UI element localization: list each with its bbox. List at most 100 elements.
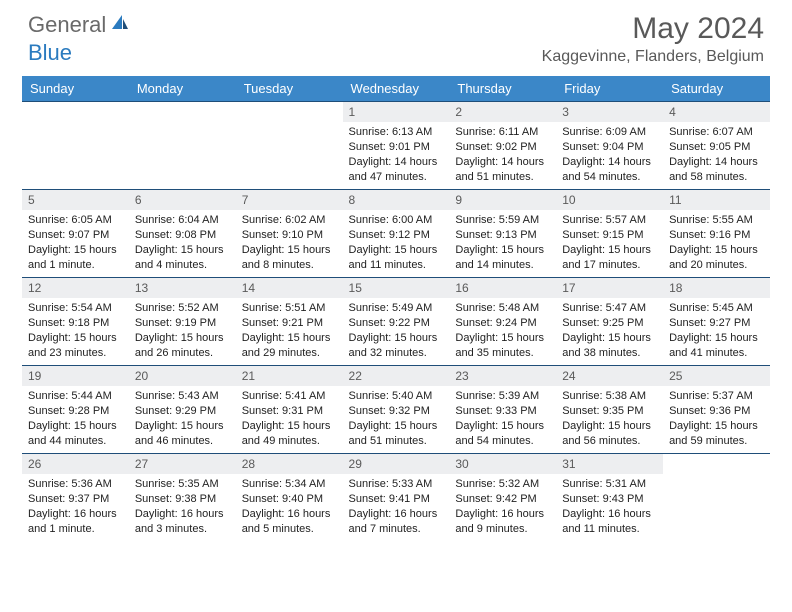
calendar-cell: 11Sunrise: 5:55 AMSunset: 9:16 PMDayligh…	[663, 190, 770, 278]
day-number: 18	[663, 278, 770, 298]
day-number: 25	[663, 366, 770, 386]
calendar-row: 12Sunrise: 5:54 AMSunset: 9:18 PMDayligh…	[22, 278, 770, 366]
day-number: 28	[236, 454, 343, 474]
calendar-container: SundayMondayTuesdayWednesdayThursdayFrid…	[0, 70, 792, 542]
day-details: Sunrise: 5:54 AMSunset: 9:18 PMDaylight:…	[22, 298, 129, 364]
day-details: Sunrise: 6:02 AMSunset: 9:10 PMDaylight:…	[236, 210, 343, 276]
day-details: Sunrise: 6:13 AMSunset: 9:01 PMDaylight:…	[343, 122, 450, 188]
calendar-cell: 10Sunrise: 5:57 AMSunset: 9:15 PMDayligh…	[556, 190, 663, 278]
calendar-cell: 16Sunrise: 5:48 AMSunset: 9:24 PMDayligh…	[449, 278, 556, 366]
day-number: 17	[556, 278, 663, 298]
calendar-row: 5Sunrise: 6:05 AMSunset: 9:07 PMDaylight…	[22, 190, 770, 278]
calendar-cell: 19Sunrise: 5:44 AMSunset: 9:28 PMDayligh…	[22, 366, 129, 454]
day-details: Sunrise: 5:35 AMSunset: 9:38 PMDaylight:…	[129, 474, 236, 540]
day-details: Sunrise: 5:44 AMSunset: 9:28 PMDaylight:…	[22, 386, 129, 452]
day-number: 4	[663, 102, 770, 122]
calendar-cell: 8Sunrise: 6:00 AMSunset: 9:12 PMDaylight…	[343, 190, 450, 278]
day-number: 10	[556, 190, 663, 210]
calendar-cell: 3Sunrise: 6:09 AMSunset: 9:04 PMDaylight…	[556, 102, 663, 190]
day-number: 14	[236, 278, 343, 298]
calendar-cell: 14Sunrise: 5:51 AMSunset: 9:21 PMDayligh…	[236, 278, 343, 366]
day-number: 13	[129, 278, 236, 298]
calendar-head: SundayMondayTuesdayWednesdayThursdayFrid…	[22, 76, 770, 102]
day-number: 27	[129, 454, 236, 474]
logo: General	[28, 12, 132, 38]
day-details: Sunrise: 5:38 AMSunset: 9:35 PMDaylight:…	[556, 386, 663, 452]
day-number: 8	[343, 190, 450, 210]
day-details: Sunrise: 5:33 AMSunset: 9:41 PMDaylight:…	[343, 474, 450, 540]
day-details: Sunrise: 5:40 AMSunset: 9:32 PMDaylight:…	[343, 386, 450, 452]
day-details: Sunrise: 5:41 AMSunset: 9:31 PMDaylight:…	[236, 386, 343, 452]
logo-text-general: General	[28, 12, 106, 38]
calendar-cell: 27Sunrise: 5:35 AMSunset: 9:38 PMDayligh…	[129, 454, 236, 542]
calendar-cell: 29Sunrise: 5:33 AMSunset: 9:41 PMDayligh…	[343, 454, 450, 542]
day-details: Sunrise: 5:43 AMSunset: 9:29 PMDaylight:…	[129, 386, 236, 452]
calendar-cell	[129, 102, 236, 190]
day-number: 16	[449, 278, 556, 298]
calendar-cell: 18Sunrise: 5:45 AMSunset: 9:27 PMDayligh…	[663, 278, 770, 366]
day-details: Sunrise: 5:52 AMSunset: 9:19 PMDaylight:…	[129, 298, 236, 364]
day-number: 21	[236, 366, 343, 386]
weekday-header: Sunday	[22, 76, 129, 102]
day-details: Sunrise: 6:04 AMSunset: 9:08 PMDaylight:…	[129, 210, 236, 276]
calendar-cell: 17Sunrise: 5:47 AMSunset: 9:25 PMDayligh…	[556, 278, 663, 366]
day-number: 19	[22, 366, 129, 386]
day-details: Sunrise: 5:31 AMSunset: 9:43 PMDaylight:…	[556, 474, 663, 540]
calendar-cell	[236, 102, 343, 190]
calendar-cell: 5Sunrise: 6:05 AMSunset: 9:07 PMDaylight…	[22, 190, 129, 278]
day-number: 15	[343, 278, 450, 298]
day-details: Sunrise: 6:07 AMSunset: 9:05 PMDaylight:…	[663, 122, 770, 188]
day-number: 24	[556, 366, 663, 386]
day-details: Sunrise: 5:45 AMSunset: 9:27 PMDaylight:…	[663, 298, 770, 364]
calendar-cell: 9Sunrise: 5:59 AMSunset: 9:13 PMDaylight…	[449, 190, 556, 278]
title-block: May 2024 Kaggevinne, Flanders, Belgium	[542, 12, 764, 66]
calendar-row: 19Sunrise: 5:44 AMSunset: 9:28 PMDayligh…	[22, 366, 770, 454]
header: General May 2024 Kaggevinne, Flanders, B…	[0, 0, 792, 70]
day-number: 9	[449, 190, 556, 210]
weekday-row: SundayMondayTuesdayWednesdayThursdayFrid…	[22, 76, 770, 102]
weekday-header: Thursday	[449, 76, 556, 102]
calendar-table: SundayMondayTuesdayWednesdayThursdayFrid…	[22, 76, 770, 542]
calendar-cell: 2Sunrise: 6:11 AMSunset: 9:02 PMDaylight…	[449, 102, 556, 190]
day-details: Sunrise: 5:36 AMSunset: 9:37 PMDaylight:…	[22, 474, 129, 540]
calendar-cell: 31Sunrise: 5:31 AMSunset: 9:43 PMDayligh…	[556, 454, 663, 542]
day-details: Sunrise: 5:32 AMSunset: 9:42 PMDaylight:…	[449, 474, 556, 540]
calendar-row: 1Sunrise: 6:13 AMSunset: 9:01 PMDaylight…	[22, 102, 770, 190]
calendar-cell: 15Sunrise: 5:49 AMSunset: 9:22 PMDayligh…	[343, 278, 450, 366]
weekday-header: Tuesday	[236, 76, 343, 102]
calendar-cell: 22Sunrise: 5:40 AMSunset: 9:32 PMDayligh…	[343, 366, 450, 454]
day-details: Sunrise: 5:47 AMSunset: 9:25 PMDaylight:…	[556, 298, 663, 364]
day-number: 7	[236, 190, 343, 210]
day-number: 11	[663, 190, 770, 210]
day-number: 22	[343, 366, 450, 386]
logo-subtext: Blue	[28, 40, 72, 66]
day-details: Sunrise: 5:51 AMSunset: 9:21 PMDaylight:…	[236, 298, 343, 364]
calendar-cell: 6Sunrise: 6:04 AMSunset: 9:08 PMDaylight…	[129, 190, 236, 278]
calendar-cell: 20Sunrise: 5:43 AMSunset: 9:29 PMDayligh…	[129, 366, 236, 454]
day-details: Sunrise: 5:34 AMSunset: 9:40 PMDaylight:…	[236, 474, 343, 540]
day-number: 26	[22, 454, 129, 474]
weekday-header: Friday	[556, 76, 663, 102]
day-details: Sunrise: 5:55 AMSunset: 9:16 PMDaylight:…	[663, 210, 770, 276]
day-number: 6	[129, 190, 236, 210]
calendar-cell	[663, 454, 770, 542]
day-number: 29	[343, 454, 450, 474]
day-details: Sunrise: 5:59 AMSunset: 9:13 PMDaylight:…	[449, 210, 556, 276]
day-details: Sunrise: 6:11 AMSunset: 9:02 PMDaylight:…	[449, 122, 556, 188]
weekday-header: Saturday	[663, 76, 770, 102]
calendar-cell: 7Sunrise: 6:02 AMSunset: 9:10 PMDaylight…	[236, 190, 343, 278]
calendar-cell: 21Sunrise: 5:41 AMSunset: 9:31 PMDayligh…	[236, 366, 343, 454]
day-details: Sunrise: 6:00 AMSunset: 9:12 PMDaylight:…	[343, 210, 450, 276]
day-number: 3	[556, 102, 663, 122]
day-details: Sunrise: 5:57 AMSunset: 9:15 PMDaylight:…	[556, 210, 663, 276]
calendar-cell: 28Sunrise: 5:34 AMSunset: 9:40 PMDayligh…	[236, 454, 343, 542]
day-number: 1	[343, 102, 450, 122]
calendar-row: 26Sunrise: 5:36 AMSunset: 9:37 PMDayligh…	[22, 454, 770, 542]
day-number: 2	[449, 102, 556, 122]
day-number: 12	[22, 278, 129, 298]
calendar-cell: 30Sunrise: 5:32 AMSunset: 9:42 PMDayligh…	[449, 454, 556, 542]
day-number: 31	[556, 454, 663, 474]
day-details: Sunrise: 5:48 AMSunset: 9:24 PMDaylight:…	[449, 298, 556, 364]
calendar-cell: 1Sunrise: 6:13 AMSunset: 9:01 PMDaylight…	[343, 102, 450, 190]
calendar-cell: 12Sunrise: 5:54 AMSunset: 9:18 PMDayligh…	[22, 278, 129, 366]
